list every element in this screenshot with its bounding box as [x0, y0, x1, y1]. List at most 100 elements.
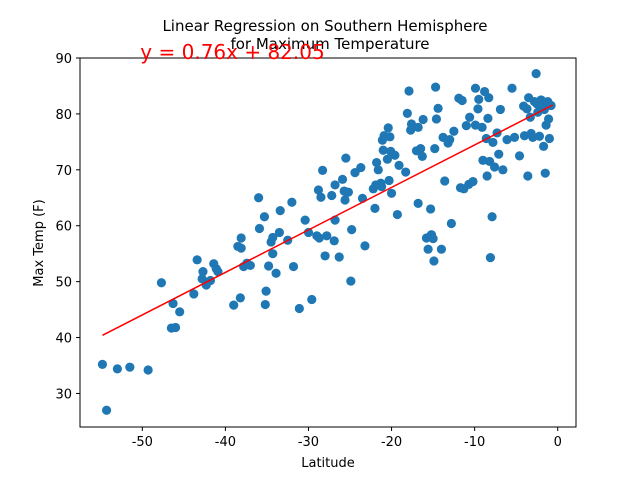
x-tick-label: -10	[464, 435, 485, 450]
scatter-point	[482, 171, 492, 181]
scatter-point	[175, 307, 185, 317]
scatter-point	[376, 181, 387, 192]
scatter-point	[489, 162, 500, 172]
scatter-point	[327, 190, 337, 201]
regression-equation: y = 0.76x + 82.05	[140, 40, 324, 64]
scatter-point	[428, 233, 438, 244]
scatter-point	[485, 252, 496, 263]
scatter-point	[494, 149, 504, 159]
y-tick-label: 70	[55, 164, 72, 179]
scatter-point	[390, 150, 400, 160]
scatter-point	[543, 114, 554, 124]
scatter-point	[370, 203, 380, 213]
scatter-point	[245, 260, 255, 271]
scatter-point	[540, 168, 550, 178]
scatter-point	[274, 227, 284, 238]
scatter-point	[343, 187, 353, 197]
scatter-point	[192, 255, 202, 265]
scatter-point	[445, 135, 455, 145]
scatter-point	[383, 123, 393, 133]
scatter-point	[404, 86, 414, 96]
scatter-point	[287, 197, 297, 207]
scatter-point	[429, 256, 439, 266]
scatter-point	[236, 233, 246, 243]
scatter-point	[254, 193, 264, 203]
plot-area-frame	[79, 57, 577, 428]
y-tick-label: 60	[55, 220, 72, 235]
scatter-point	[313, 185, 324, 195]
y-tick-label: 50	[55, 276, 72, 291]
scatter-point	[213, 266, 223, 277]
scatter-point	[418, 114, 428, 125]
scatter-point	[263, 261, 274, 271]
scatter-point	[143, 365, 153, 375]
scatter-point	[426, 204, 436, 214]
scatter-point	[261, 286, 271, 296]
scatter-point	[449, 126, 459, 136]
scatter-point	[498, 165, 508, 175]
scatter-point	[382, 154, 393, 164]
x-tick-label: -20	[381, 435, 402, 450]
scatter-point	[378, 145, 388, 155]
scatter-point	[507, 83, 517, 93]
scatter-point	[484, 93, 494, 103]
x-tick-label: -50	[132, 435, 153, 450]
scatter-point	[531, 69, 541, 79]
scatter-point	[340, 195, 350, 205]
scatter-point	[477, 122, 487, 132]
x-tick-label: 0	[554, 435, 562, 450]
scatter-point	[341, 153, 351, 163]
scatter-point	[271, 268, 281, 278]
chart-title-line-2: for Maximum Temperature	[230, 35, 429, 53]
scatter-point	[347, 225, 357, 235]
y-tick-label: 80	[55, 108, 72, 123]
x-axis-label: Latitude	[301, 456, 355, 471]
scatter-point	[433, 103, 443, 113]
scatter-point	[334, 252, 344, 262]
scatter-point	[294, 303, 304, 314]
scatter-point	[385, 132, 395, 142]
scatter-point	[473, 104, 483, 114]
scatter-point	[522, 104, 532, 114]
scatter-points	[97, 69, 556, 415]
scatter-point	[316, 192, 326, 202]
scatter-point	[372, 157, 382, 168]
scatter-point	[440, 176, 450, 186]
scatter-point	[317, 165, 328, 175]
y-tick-label: 40	[55, 332, 72, 347]
scatter-point	[356, 162, 366, 173]
y-axis-label: Max Temp (F)	[32, 199, 47, 286]
y-tick-label: 30	[55, 387, 72, 402]
scatter-point	[468, 176, 478, 187]
scatter-point	[544, 133, 555, 144]
scatter-point	[259, 212, 270, 222]
regression-line	[102, 104, 554, 336]
scatter-point	[373, 165, 383, 175]
scatter-point	[112, 364, 122, 374]
scatter-point	[461, 121, 471, 131]
scatter-point	[235, 293, 245, 303]
scatter-point	[337, 174, 348, 184]
scatter-point	[189, 289, 199, 299]
scatter-point	[329, 236, 339, 246]
scatter-point	[346, 276, 356, 286]
scatter-point	[322, 231, 332, 241]
scatter-point	[534, 131, 545, 141]
scatter-point	[394, 160, 404, 170]
scatter-point	[170, 322, 181, 333]
scatter-point	[488, 137, 498, 148]
scatter-point	[307, 294, 317, 305]
scatter-point	[417, 151, 427, 161]
scatter-point	[300, 215, 310, 225]
scatter-point	[392, 209, 402, 220]
scatter-point	[401, 167, 411, 177]
scatter-point	[423, 244, 433, 254]
scatter-point	[487, 212, 497, 222]
scatter-point	[360, 241, 370, 251]
scatter-point	[386, 188, 397, 198]
scatter-point	[254, 223, 265, 234]
scatter-point	[436, 244, 447, 254]
scatter-point	[314, 233, 324, 243]
scatter-point	[268, 249, 278, 259]
